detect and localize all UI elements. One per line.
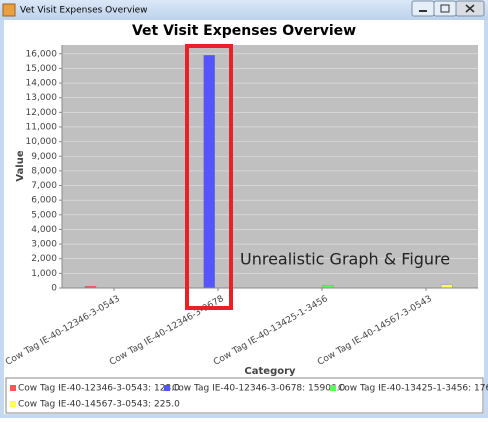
x-axis-label: Category — [244, 366, 296, 377]
y-tick-label: 10,000 — [26, 137, 58, 147]
app-icon — [2, 3, 16, 17]
legend-label: Cow Tag IE-40-12346-3-0678: 15900.0 — [172, 384, 346, 394]
annotation: Unrealistic Graph & Figure — [240, 250, 450, 269]
y-tick-label: 15,000 — [26, 64, 58, 74]
y-axis-label: Value — [15, 150, 26, 181]
window-title: Vet Visit Expenses Overview — [20, 6, 148, 16]
y-tick-label: 1,000 — [31, 269, 57, 279]
minimize-button[interactable] — [411, 0, 435, 17]
y-tick-label: 5,000 — [31, 210, 57, 220]
legend-label: Cow Tag IE-40-12346-3-0543: 123.0 — [18, 384, 180, 394]
y-tick-label: 12,000 — [26, 108, 58, 118]
y-tick-label: 2,000 — [31, 254, 57, 264]
y-tick-label: 0 — [51, 284, 57, 294]
legend-label: Cow Tag IE-40-13425-1-3456: 176.0 — [338, 384, 488, 394]
y-tick-label: 16,000 — [26, 49, 58, 59]
y-tick-label: 3,000 — [31, 240, 57, 250]
legend-box — [5, 377, 484, 414]
close-glyph — [465, 4, 475, 13]
legend-swatch — [330, 385, 336, 391]
title-bar — [0, 0, 488, 20]
maximize-glyph — [440, 4, 450, 13]
maximize-button[interactable] — [433, 0, 457, 17]
y-tick-label: 14,000 — [26, 79, 58, 89]
y-tick-label: 9,000 — [31, 152, 57, 162]
legend-swatch — [10, 401, 16, 407]
bar — [203, 55, 215, 289]
y-tick-label: 8,000 — [31, 166, 57, 176]
y-tick-label: 4,000 — [31, 225, 57, 235]
legend-swatch — [164, 385, 170, 391]
chart-title: Vet Visit Expenses Overview — [132, 23, 356, 39]
y-tick-label: 11,000 — [26, 122, 58, 132]
legend-swatch — [10, 385, 16, 391]
legend-label: Cow Tag IE-40-14567-3-0543: 225.0 — [18, 400, 180, 410]
y-tick-label: 13,000 — [26, 93, 58, 103]
y-tick-label: 6,000 — [31, 196, 57, 206]
plot-area — [62, 45, 478, 288]
y-tick-label: 7,000 — [31, 181, 57, 191]
highlight-box — [185, 44, 233, 310]
